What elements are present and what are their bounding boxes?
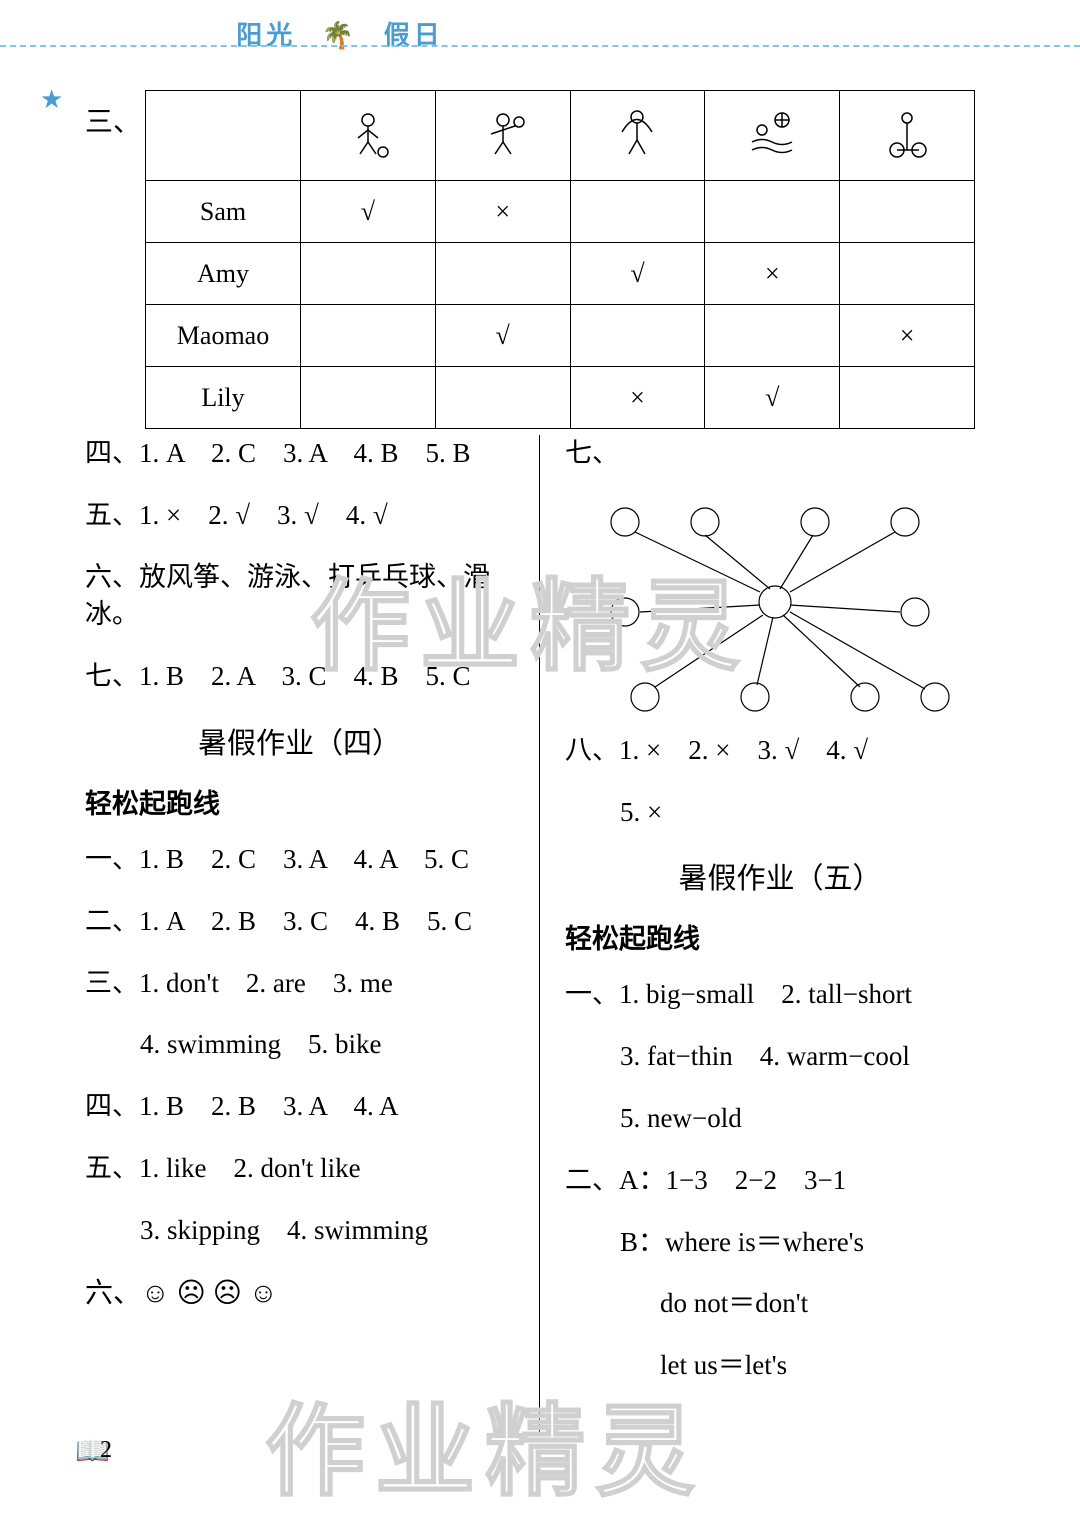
answer-line: 一、1. big−small 2. tall−short <box>565 976 995 1014</box>
answer-line: 4. swimming 5. bike <box>85 1026 514 1064</box>
hw4-subheading: 轻松起跑线 <box>85 782 514 821</box>
hw5-subheading: 轻松起跑线 <box>565 917 995 956</box>
answer-line: 二、A：1−3 2−2 3−1 <box>565 1162 995 1200</box>
answer-line-emoji: 六、☺ ☹ ☹ ☺ <box>85 1274 514 1313</box>
answer-line: 一、1. B 2. C 3. A 4. A 5. C <box>85 841 514 879</box>
answer-line: 八、1. × 2. × 3. √ 4. √ <box>565 732 995 770</box>
mark-cell <box>840 367 975 429</box>
table-row: Sam √ × <box>146 181 975 243</box>
mark-cell <box>301 243 436 305</box>
hw4-title: 暑假作业（四） <box>85 720 514 762</box>
answer-line: 5. new−old <box>565 1100 995 1138</box>
mark-cell <box>570 305 705 367</box>
answer-line: 三、1. don't 2. are 3. me <box>85 965 514 1003</box>
star-icon: ★ <box>40 85 63 115</box>
mark-cell: × <box>705 243 840 305</box>
right-column: 七、 八、1. × 2. × 3. √ <box>540 435 995 1435</box>
answer-line: 四、1. B 2. B 3. A 4. A <box>85 1088 514 1126</box>
wave-decoration <box>0 45 1080 65</box>
mark-cell: √ <box>435 305 570 367</box>
name-cell: Maomao <box>146 305 301 367</box>
football-icon <box>301 91 436 181</box>
mark-cell <box>301 305 436 367</box>
name-cell: Amy <box>146 243 301 305</box>
answer-line: 3. fat−thin 4. warm−cool <box>565 1038 995 1076</box>
table-row: Lily × √ <box>146 367 975 429</box>
bicycle-icon <box>840 91 975 181</box>
mark-cell <box>705 181 840 243</box>
mark-cell <box>301 367 436 429</box>
answer-line: 五、1. × 2. √ 3. √ 4. √ <box>85 497 514 535</box>
mark-cell: √ <box>570 243 705 305</box>
answer-line: B：where is＝where's <box>565 1224 995 1262</box>
content-area: 四、1. A 2. C 3. A 4. B 5. B 五、1. × 2. √ 3… <box>85 435 995 1435</box>
table-row: Maomao √ × <box>146 305 975 367</box>
mark-cell <box>570 181 705 243</box>
answer-line: do not＝don't <box>565 1285 995 1323</box>
answer-line: 3. skipping 4. swimming <box>85 1212 514 1250</box>
section-three-label: 三、 <box>85 100 141 140</box>
mark-cell: × <box>840 305 975 367</box>
name-cell: Lily <box>146 367 301 429</box>
table-header-row <box>146 91 975 181</box>
skipping-icon <box>570 91 705 181</box>
left-column: 四、1. A 2. C 3. A 4. B 5. B 五、1. × 2. √ 3… <box>85 435 540 1435</box>
swimming-icon <box>705 91 840 181</box>
activity-table: Sam √ × Amy √ × Maomao √ × Lily × √ <box>145 90 975 429</box>
matching-diagram <box>585 497 965 727</box>
answer-line: 五、1. like 2. don't like <box>85 1150 514 1188</box>
seven-label: 七、 <box>565 435 995 473</box>
blank-header <box>146 91 301 181</box>
mark-cell <box>840 243 975 305</box>
mark-cell: × <box>570 367 705 429</box>
mark-cell <box>435 367 570 429</box>
mark-cell <box>435 243 570 305</box>
hw5-title: 暑假作业（五） <box>565 855 995 897</box>
answer-line: 二、1. A 2. B 3. C 4. B 5. C <box>85 903 514 941</box>
answer-line: 四、1. A 2. C 3. A 4. B 5. B <box>85 435 514 473</box>
answer-line: let us＝let's <box>565 1347 995 1385</box>
mark-cell <box>705 305 840 367</box>
answer-line: 七、1. B 2. A 3. C 4. B 5. C <box>85 658 514 696</box>
mark-cell <box>840 181 975 243</box>
basketball-icon <box>435 91 570 181</box>
name-cell: Sam <box>146 181 301 243</box>
page-number: 2 <box>100 1437 112 1464</box>
answer-line: 5. × <box>565 794 995 832</box>
table-row: Amy √ × <box>146 243 975 305</box>
mark-cell: × <box>435 181 570 243</box>
mark-cell: √ <box>705 367 840 429</box>
answer-line: 六、放风筝、游泳、打乒乓球、滑冰。 <box>85 559 514 635</box>
mark-cell: √ <box>301 181 436 243</box>
